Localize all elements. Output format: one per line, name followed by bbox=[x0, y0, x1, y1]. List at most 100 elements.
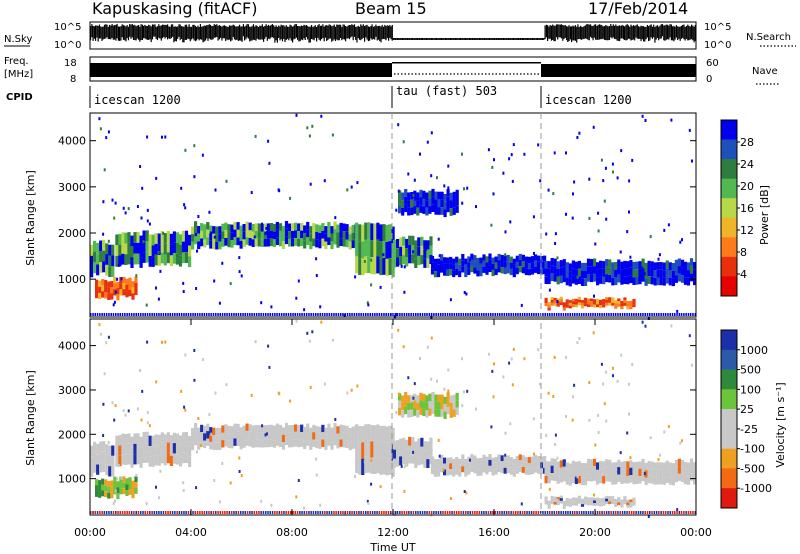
power-scatter-echo bbox=[537, 143, 540, 147]
nsky-mark bbox=[615, 24, 617, 40]
power-echo-cell bbox=[586, 304, 591, 307]
velocity-echo-cell bbox=[544, 475, 548, 484]
power-floor-echo bbox=[415, 313, 417, 316]
power-echo-cell bbox=[449, 200, 453, 209]
power-scatter-echo bbox=[616, 176, 619, 180]
freq-block-3 bbox=[541, 64, 696, 77]
power-echo-cell bbox=[393, 239, 397, 249]
velocity-scatter-echo bbox=[395, 410, 398, 414]
velocity-scatter-echo bbox=[667, 424, 670, 428]
power-echo-cell bbox=[629, 267, 633, 276]
power-echo-cell bbox=[206, 229, 210, 238]
velocity-echo-cell bbox=[399, 456, 403, 466]
nsky-mark bbox=[169, 26, 171, 40]
power-echo-cell bbox=[683, 269, 688, 278]
power-echo-cell bbox=[300, 230, 304, 239]
power-floor-echo bbox=[346, 313, 349, 316]
velocity-echo-cell bbox=[254, 439, 258, 448]
velocity-echo-cell bbox=[194, 423, 198, 431]
nsky-mark bbox=[197, 25, 199, 39]
velocity-echo-cell bbox=[90, 466, 94, 477]
freq-block-1 bbox=[90, 63, 392, 77]
velocity-echo-cell bbox=[544, 496, 548, 500]
velocity-floor-echo bbox=[346, 511, 349, 514]
velocity-scatter-echo bbox=[490, 425, 493, 429]
velocity-echo-cell bbox=[544, 501, 548, 505]
nsky-mark bbox=[497, 38, 499, 40]
nsky-mark bbox=[482, 38, 484, 40]
power-echo-cell bbox=[398, 190, 402, 198]
velocity-echo-cell bbox=[139, 436, 143, 448]
nsky-mark bbox=[395, 38, 397, 40]
velocity-echo-cell bbox=[379, 426, 383, 443]
velocity-echo-cell bbox=[324, 435, 328, 443]
velocity-echo-cell bbox=[641, 458, 645, 467]
velocity-echo-cell bbox=[111, 445, 115, 456]
power-echo-cell bbox=[404, 189, 408, 197]
nsky-mark bbox=[221, 26, 223, 41]
velocity-echo-cell bbox=[629, 460, 633, 468]
power-scatter-echo bbox=[436, 176, 438, 180]
power-echo-cell bbox=[420, 236, 424, 246]
nsky-mark bbox=[600, 24, 602, 40]
velocity-scatter-echo bbox=[553, 355, 556, 359]
velocity-echo-cell bbox=[536, 467, 541, 474]
power-scatter-echo bbox=[323, 179, 326, 183]
velocity-scatter-echo bbox=[642, 465, 645, 469]
power-scatter-echo bbox=[146, 208, 149, 212]
velocity-echo-cell bbox=[580, 501, 585, 505]
nsky-mark bbox=[204, 25, 207, 41]
power-echo-cell bbox=[577, 296, 581, 300]
power-echo-cell bbox=[411, 235, 415, 245]
power-echo-cell bbox=[426, 249, 430, 259]
power-echo-cell bbox=[136, 232, 140, 243]
velocity-echo-cell bbox=[101, 490, 105, 497]
velocity-echo-cell bbox=[245, 430, 249, 439]
velocity-scatter-echo bbox=[208, 412, 211, 416]
power-scatter-echo bbox=[213, 235, 216, 239]
power-echo-cell bbox=[428, 198, 432, 207]
velocity-echo-cell bbox=[154, 434, 158, 445]
velocity-floor-echo bbox=[605, 511, 608, 514]
nsky-mark bbox=[189, 26, 191, 42]
velocity-echo-cell bbox=[461, 466, 465, 473]
power-echo-cell bbox=[203, 224, 207, 232]
power-echo-cell bbox=[413, 206, 417, 214]
power-echo-cell bbox=[433, 271, 438, 278]
velocity-floor-echo bbox=[678, 511, 681, 514]
velocity-echo-cell bbox=[318, 441, 322, 449]
power-echo-cell bbox=[104, 292, 108, 299]
nsky-mark bbox=[442, 38, 444, 40]
power-echo-cell bbox=[339, 222, 343, 231]
nsky-mark bbox=[562, 25, 564, 41]
nsky-mark bbox=[420, 38, 422, 40]
velocity-scatter-echo bbox=[400, 464, 403, 468]
power-echo-cell bbox=[125, 291, 129, 298]
power-echo-cell bbox=[367, 222, 371, 240]
velocity-echo-cell bbox=[118, 455, 122, 467]
power-floor-echo bbox=[490, 313, 492, 316]
velocity-scatter-echo bbox=[315, 457, 318, 461]
velocity-echo-cell bbox=[107, 480, 111, 487]
velocity-floor-echo bbox=[219, 511, 221, 514]
power-echo-cell bbox=[342, 231, 346, 239]
velocity-echo-cell bbox=[659, 469, 663, 477]
power-echo-cell bbox=[617, 274, 621, 283]
nsky-mark bbox=[100, 26, 102, 39]
nsky-mark bbox=[670, 24, 672, 41]
velocity-echo-cell bbox=[402, 455, 406, 465]
colorbar-swatch bbox=[721, 349, 737, 370]
velocity-echo-cell bbox=[641, 466, 645, 474]
velocity-echo-cell bbox=[215, 435, 219, 443]
nsky-mark bbox=[483, 38, 486, 40]
nsky-mark bbox=[333, 24, 335, 40]
velocity-echo-cell bbox=[178, 456, 183, 467]
nsky-mark bbox=[144, 24, 146, 39]
power-scatter-echo bbox=[238, 256, 241, 260]
power-floor-echo bbox=[530, 313, 533, 316]
velocity-floor-echo bbox=[537, 511, 540, 514]
velocity-echo-cell bbox=[677, 466, 681, 474]
power-floor-echo bbox=[301, 313, 303, 316]
velocity-floor-echo bbox=[526, 511, 528, 514]
velocity-echo-cell bbox=[203, 425, 207, 434]
